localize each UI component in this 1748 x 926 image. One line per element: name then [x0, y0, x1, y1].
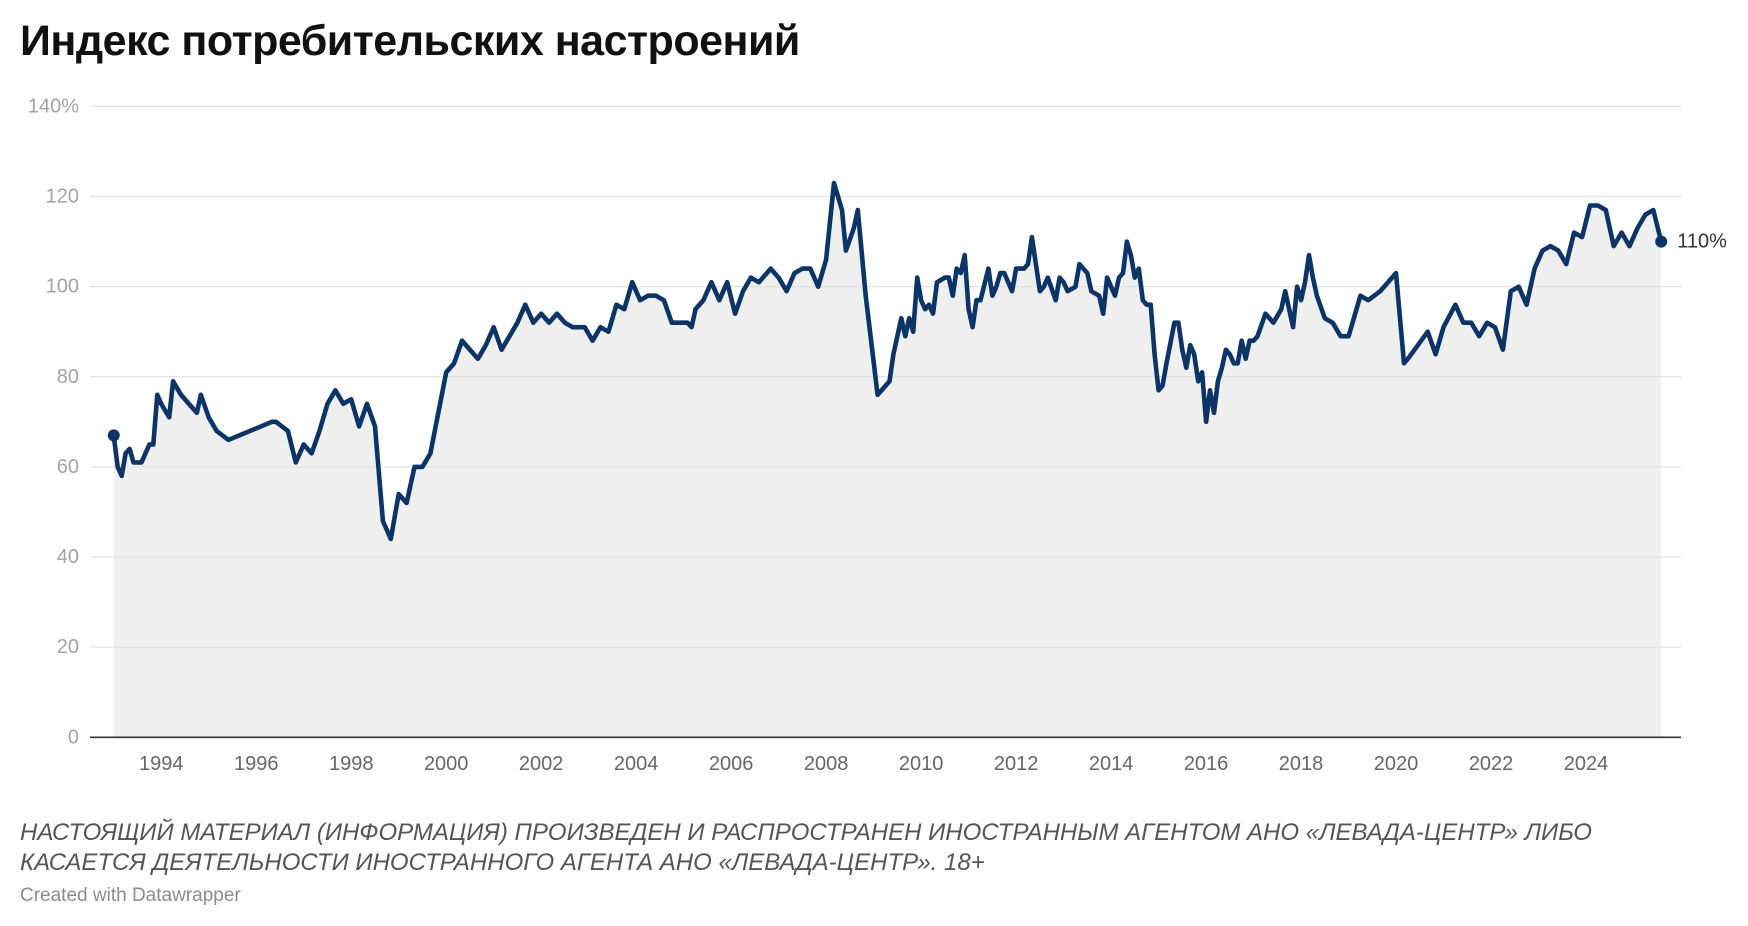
y-tick-label: 80: [57, 366, 79, 388]
gridlines: [90, 105, 1681, 648]
end-value-label: 110%: [1677, 231, 1727, 253]
x-tick-label: 2004: [614, 753, 659, 775]
y-tick-label: 120: [46, 186, 79, 208]
x-tick-label: 2022: [1469, 753, 1514, 775]
y-tick-label: 0: [68, 726, 79, 748]
x-tick-label: 2024: [1564, 753, 1609, 775]
x-tick-label: 2016: [1184, 753, 1229, 775]
x-tick-label: 1994: [139, 753, 184, 775]
x-tick-label: 1996: [234, 753, 279, 775]
x-axis-labels: 1994 1996 1998 2000 2002 2004 2006 2008 2010 2012…: [139, 753, 1608, 775]
x-tick-label: 2010: [899, 753, 944, 775]
x-tick-label: 2014: [1089, 753, 1134, 775]
end-point: [1655, 235, 1668, 248]
disclaimer-line: НАСТОЯЩИЙ МАТЕРИАЛ (ИНФОРМАЦИЯ) ПРОИЗВЕД…: [20, 819, 1592, 846]
area-fill: [113, 183, 1662, 738]
datawrapper-credit-link[interactable]: Created with Datawrapper: [20, 885, 241, 906]
disclaimer: НАСТОЯЩИЙ МАТЕРИАЛ (ИНФОРМАЦИЯ) ПРОИЗВЕД…: [20, 818, 1592, 878]
x-tick-label: 2018: [1279, 753, 1324, 775]
line-chart: 110% 0 20 40 60 80 100 120 140% 1994 1996 1998 200…: [28, 95, 1727, 775]
x-tick-label: 2008: [804, 753, 849, 775]
series-line: [111, 180, 1664, 542]
x-tick-label: 1998: [329, 753, 374, 775]
x-tick-label: 2012: [994, 753, 1039, 775]
y-tick-label: 60: [57, 456, 79, 478]
y-axis-labels: 0 20 40 60 80 100 120 140%: [28, 95, 79, 748]
x-tick-label: 2020: [1374, 753, 1419, 775]
y-tick-label: 140%: [28, 95, 79, 117]
x-tick-label: 2002: [519, 753, 564, 775]
y-tick-label: 20: [57, 636, 79, 658]
chart-title: Индекс потребительских настроений: [20, 17, 800, 65]
disclaimer-line: КАСАЕТСЯ ДЕЯТЕЛЬНОСТИ ИНОСТРАННОГО АГЕНТ…: [20, 849, 985, 876]
plot-area: 110%: [90, 105, 1727, 739]
y-tick-label: 100: [46, 276, 79, 298]
x-tick-label: 2006: [709, 753, 754, 775]
y-tick-label: 40: [57, 546, 79, 568]
x-tick-label: 2000: [424, 753, 469, 775]
start-point: [107, 429, 120, 442]
